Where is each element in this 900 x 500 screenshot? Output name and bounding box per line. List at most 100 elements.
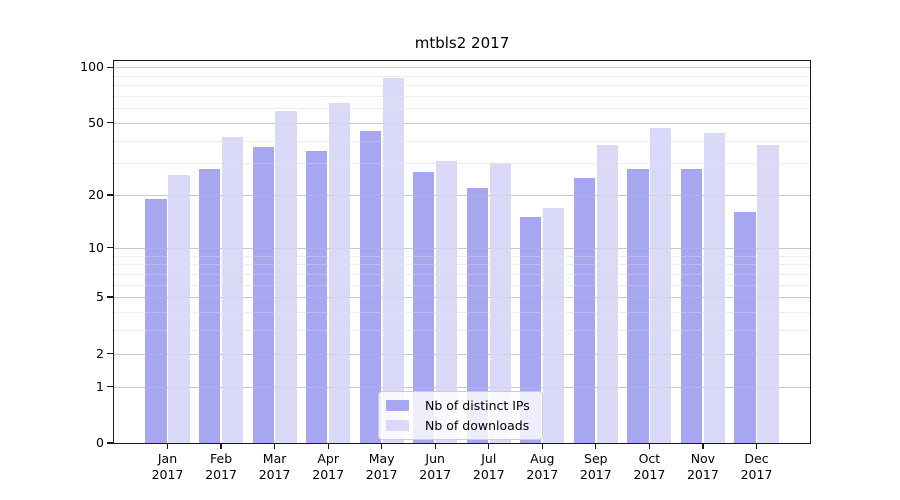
legend-item-distinct-ips: Nb of distinct IPs xyxy=(386,398,530,413)
bars-layer xyxy=(114,61,810,443)
y-tick-mark-1 xyxy=(107,385,113,388)
x-tick-mark-dec xyxy=(755,444,758,449)
bar-ips-jul xyxy=(466,187,488,443)
bar-downloads-aug xyxy=(543,207,565,443)
gridline-minor-60 xyxy=(114,108,810,110)
gridline-minor-4 xyxy=(114,311,810,313)
gridline-major-20 xyxy=(114,195,810,197)
gridline-major-100 xyxy=(114,67,810,69)
x-tick-mark-sep xyxy=(595,444,597,449)
gridline-major-50 xyxy=(114,122,810,124)
gridline-minor-80 xyxy=(114,85,810,87)
gridline-minor-7 xyxy=(114,273,810,275)
x-tick-label-jul: Jul 2017 xyxy=(472,451,505,482)
gridline-major-50 xyxy=(114,122,810,124)
y-tick-label-100: 100 xyxy=(80,59,104,75)
x-tick-label-jan: Jan 2017 xyxy=(151,451,184,482)
y-tick-label-1: 1 xyxy=(96,378,104,394)
gridline-major-1 xyxy=(114,386,810,388)
x-tick-mark-apr xyxy=(327,444,329,449)
bar-ips-feb xyxy=(199,168,221,443)
y-tick-mark-5 xyxy=(107,296,113,298)
y-tick-mark-20 xyxy=(107,194,113,196)
bar-downloads-jan xyxy=(168,174,190,443)
bar-downloads-jul xyxy=(489,163,511,443)
gridline-minor-40 xyxy=(114,140,810,142)
gridline-major-100 xyxy=(114,67,810,69)
bar-ips-jan xyxy=(145,199,167,443)
y-tick-mark-0 xyxy=(107,442,113,444)
x-tick-label-dec: Dec 2017 xyxy=(740,451,773,482)
gridline-minor-9 xyxy=(114,255,810,257)
gridline-minor-6 xyxy=(114,284,810,286)
bar-downloads-dec xyxy=(757,144,779,443)
y-tick-mark-10 xyxy=(107,247,113,249)
bar-ips-aug xyxy=(520,217,542,443)
legend-label-downloads: Nb of downloads xyxy=(425,418,530,433)
bar-ips-may xyxy=(359,131,381,443)
x-tick-label-aug: Aug 2017 xyxy=(526,451,559,482)
x-tick-mark-mar xyxy=(273,444,276,449)
x-tick-mark-aug xyxy=(541,444,543,449)
bar-downloads-oct xyxy=(650,127,672,443)
x-tick-mark-jul xyxy=(488,444,490,449)
gridline-minor-4 xyxy=(114,311,810,313)
gridline-major-5 xyxy=(114,297,810,299)
gridline-minor-70 xyxy=(114,95,810,97)
chart-title: mtbls2 2017 xyxy=(414,34,510,52)
gridline-minor-8 xyxy=(114,264,810,266)
gridlines-over xyxy=(114,61,810,443)
y-tick-label-10: 10 xyxy=(88,239,104,255)
bar-downloads-feb xyxy=(221,136,244,443)
gridline-major-10 xyxy=(114,247,810,249)
legend-swatch-distinct-ips xyxy=(386,400,409,411)
y-tick-label-2: 2 xyxy=(96,345,104,361)
gridline-minor-90 xyxy=(114,75,810,77)
bar-ips-dec xyxy=(734,212,756,443)
y-tick-label-20: 20 xyxy=(88,187,104,203)
x-tick-label-sep: Sep 2017 xyxy=(579,451,612,482)
bar-ips-oct xyxy=(627,168,649,443)
y-tick-label-50: 50 xyxy=(88,114,104,130)
gridline-major-1 xyxy=(114,386,810,388)
gridline-minor-90 xyxy=(114,75,810,77)
gridline-minor-30 xyxy=(114,163,810,165)
x-tick-mark-oct xyxy=(648,444,651,449)
gridline-major-20 xyxy=(114,195,810,197)
gridline-major-2 xyxy=(114,353,810,355)
gridline-minor-7 xyxy=(114,273,810,275)
x-tick-mark-nov xyxy=(702,444,704,449)
bar-downloads-may xyxy=(382,78,404,443)
gridline-minor-60 xyxy=(114,108,810,110)
gridline-major-10 xyxy=(114,247,810,249)
bar-downloads-nov xyxy=(703,133,725,443)
gridline-minor-30 xyxy=(114,163,810,165)
legend-swatch-downloads xyxy=(386,420,409,431)
gridline-minor-3 xyxy=(114,330,810,332)
gridline-major-2 xyxy=(114,353,810,355)
x-tick-label-may: May 2017 xyxy=(365,451,398,482)
gridline-minor-9 xyxy=(114,255,810,257)
x-tick-label-feb: Feb 2017 xyxy=(205,451,237,482)
y-tick-label-5: 5 xyxy=(96,289,104,305)
x-tick-label-jun: Jun 2017 xyxy=(419,451,452,482)
gridline-minor-6 xyxy=(114,284,810,286)
bar-ips-mar xyxy=(252,146,274,443)
bar-downloads-apr xyxy=(329,103,351,443)
x-tick-label-apr: Apr 2017 xyxy=(312,451,345,482)
legend-label-distinct-ips: Nb of distinct IPs xyxy=(425,398,530,413)
gridline-minor-80 xyxy=(114,85,810,87)
bar-ips-apr xyxy=(306,151,328,443)
x-tick-label-mar: Mar 2017 xyxy=(258,451,291,482)
y-tick-mark-2 xyxy=(107,352,113,355)
gridline-major-5 xyxy=(114,297,810,299)
x-tick-label-nov: Nov 2017 xyxy=(686,451,719,482)
bar-ips-sep xyxy=(573,177,595,443)
plot-area: Nb of distinct IPs Nb of downloads xyxy=(113,60,811,444)
x-tick-mark-feb xyxy=(220,444,222,449)
x-tick-mark-may xyxy=(381,444,383,449)
bar-ips-jun xyxy=(413,171,435,443)
gridline-minor-70 xyxy=(114,95,810,97)
bar-downloads-mar xyxy=(275,111,297,443)
